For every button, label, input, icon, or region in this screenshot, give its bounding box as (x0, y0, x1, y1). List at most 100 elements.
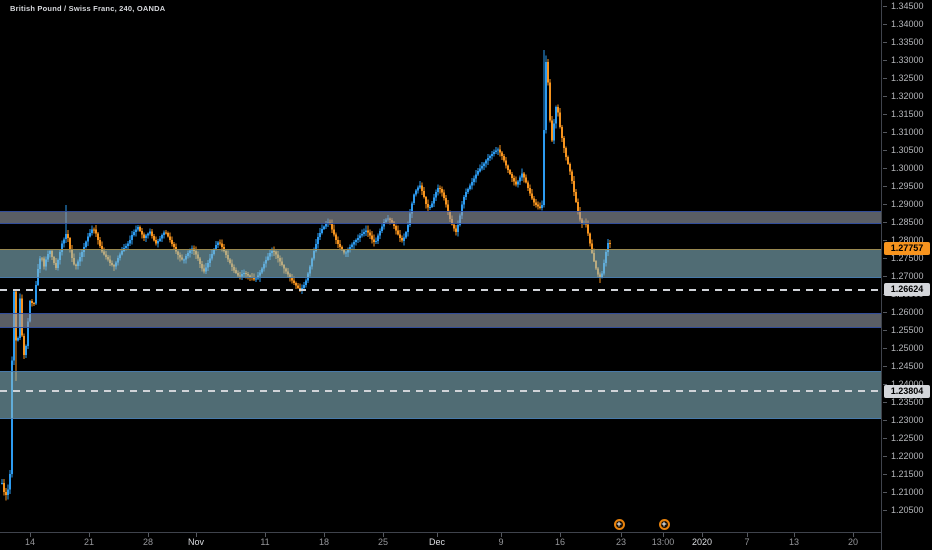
price-axis-tick (883, 312, 887, 313)
price-axis-label: 1.34000 (891, 19, 924, 29)
price-axis[interactable]: 1.34500 1.34000 1.33500 1.33000 1.32500 1.320… (881, 0, 932, 550)
time-axis-tick (437, 533, 438, 537)
time-axis-tick (30, 533, 31, 537)
price-axis-tick (883, 402, 887, 403)
price-axis-tick (883, 132, 887, 133)
level-price-tag: 1.26624 (884, 283, 930, 296)
price-axis-tick (883, 78, 887, 79)
time-axis-tick (383, 533, 384, 537)
time-axis-tick (89, 533, 90, 537)
price-axis-label: 1.33500 (891, 37, 924, 47)
price-axis-tick (883, 438, 887, 439)
time-axis-label: 13 (788, 537, 800, 547)
time-axis-label: 13:00 (651, 537, 675, 547)
price-axis-label: 1.28000 (891, 235, 924, 245)
price-axis-label: 1.25500 (891, 325, 924, 335)
price-axis-label: 1.27000 (891, 271, 924, 281)
time-axis-label: 18 (318, 537, 330, 547)
level-price-tag: 1.23804 (884, 384, 930, 398)
time-axis-label: Nov (187, 537, 205, 547)
chart-pane[interactable]: British Pound / Swiss Franc, 240, OANDA … (0, 0, 881, 532)
time-axis-label: 7 (744, 537, 750, 547)
time-axis-tick (794, 533, 795, 537)
price-axis-tick (883, 348, 887, 349)
time-axis-label: 14 (24, 537, 36, 547)
price-axis-tick (883, 96, 887, 97)
price-axis-tick (883, 510, 887, 511)
price-axis-tick (883, 384, 887, 385)
time-axis-tick (853, 533, 854, 537)
price-axis-label: 1.32000 (891, 91, 924, 101)
time-axis-tick (663, 533, 664, 537)
price-axis-label: 1.29500 (891, 181, 924, 191)
price-axis-label: 1.21500 (891, 469, 924, 479)
time-axis-tick (148, 533, 149, 537)
time-axis-tick (702, 533, 703, 537)
time-axis-tick (621, 533, 622, 537)
price-axis-label: 1.20500 (891, 505, 924, 515)
holiday-marker-icon[interactable]: + (658, 518, 670, 530)
zone-gray-3[interactable] (0, 313, 881, 328)
price-axis-tick (883, 168, 887, 169)
price-axis-tick (883, 150, 887, 151)
time-axis-tick (196, 533, 197, 537)
time-axis-tick (560, 533, 561, 537)
price-axis-label: 1.31500 (891, 109, 924, 119)
price-axis-tick (883, 330, 887, 331)
price-axis-tick (883, 222, 887, 223)
holiday-marker-icon[interactable]: + (613, 518, 625, 530)
price-axis-tick (883, 240, 887, 241)
price-axis-label: 1.22000 (891, 451, 924, 461)
time-axis-label: 11 (260, 537, 270, 547)
price-axis-tick (883, 420, 887, 421)
price-axis-tick (883, 366, 887, 367)
price-axis-tick (883, 186, 887, 187)
time-axis-label: Dec (428, 537, 446, 547)
time-axis-label: 9 (498, 537, 504, 547)
price-axis-tick (883, 6, 887, 7)
time-axis-label: 25 (377, 537, 389, 547)
time-axis-label: 23 (615, 537, 627, 547)
price-axis-label: 1.31000 (891, 127, 924, 137)
price-axis-tick (883, 456, 887, 457)
time-axis-tick (747, 533, 748, 537)
price-axis-label: 1.32500 (891, 73, 924, 83)
price-axis-tick (883, 24, 887, 25)
zone-gray-1[interactable] (0, 210, 881, 224)
price-axis-tick (883, 114, 887, 115)
price-axis-label: 1.30000 (891, 163, 924, 173)
symbol-title[interactable]: British Pound / Swiss Franc, 240, OANDA (10, 4, 166, 13)
price-axis-tick (883, 42, 887, 43)
price-axis-label: 1.26000 (891, 307, 924, 317)
time-axis[interactable]: 14 21 28 Nov 11 18 25 Dec 9 16 23 13:00 2020 7 13 20 (0, 532, 881, 550)
time-axis-label: 2020 (691, 537, 713, 547)
price-axis-label: 1.25000 (891, 343, 924, 353)
price-axis-label: 1.23000 (891, 415, 924, 425)
price-axis-tick (883, 60, 887, 61)
time-axis-label: 21 (83, 537, 95, 547)
time-axis-label: 16 (554, 537, 566, 547)
dashed-level-1[interactable] (0, 288, 881, 291)
price-axis-label: 1.27500 (891, 253, 924, 263)
zone-teal-2[interactable] (0, 248, 881, 278)
price-axis-label: 1.33000 (891, 55, 924, 65)
price-axis-label: 1.22500 (891, 433, 924, 443)
price-axis-label: 1.30500 (891, 145, 924, 155)
time-axis-label: 28 (142, 537, 154, 547)
price-axis-label: 1.23500 (891, 397, 924, 407)
time-axis-tick (324, 533, 325, 537)
price-axis-tick (883, 492, 887, 493)
last-price-tag: 1.27757 (884, 242, 930, 256)
price-axis-tick (883, 276, 887, 277)
time-axis-tick (501, 533, 502, 537)
time-axis-tick (265, 533, 266, 537)
price-axis-label: 1.28500 (891, 217, 924, 227)
price-axis-tick (883, 474, 887, 475)
zone-teal-4[interactable] (0, 371, 881, 419)
price-axis-label: 1.21000 (891, 487, 924, 497)
price-axis-tick (883, 204, 887, 205)
price-axis-label: 1.24500 (891, 361, 924, 371)
price-axis-label: 1.24000 (891, 379, 924, 389)
dashed-level-2[interactable] (0, 390, 881, 393)
